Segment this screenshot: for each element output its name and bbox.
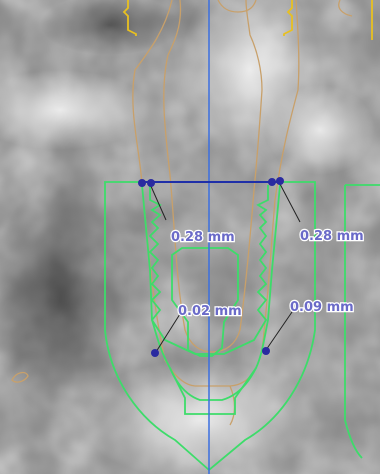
measurement-label[interactable]: 0.28 mm <box>299 228 365 246</box>
measure-point[interactable] <box>151 349 159 357</box>
scan-highlight <box>0 70 150 150</box>
measurement-label[interactable]: 0.02 mm <box>177 303 243 321</box>
measurement-leaders <box>149 183 301 353</box>
scan-shadow <box>40 0 180 55</box>
measure-point[interactable] <box>138 179 146 187</box>
measurement-label[interactable]: 0.28 mm <box>170 229 236 247</box>
scan-highlight <box>265 85 375 175</box>
measure-point[interactable] <box>147 179 155 187</box>
measure-point[interactable] <box>276 177 284 185</box>
crown-marker <box>122 0 373 40</box>
bone-contour <box>11 0 353 426</box>
measurement-points[interactable] <box>138 177 284 357</box>
scan-highlight <box>80 360 320 474</box>
measure-point[interactable] <box>262 347 270 355</box>
measurement-labels: 0.28 mm 0.28 mm 0.02 mm 0.09 mm <box>170 228 365 321</box>
scan-shadow <box>0 180 130 420</box>
measurement-label[interactable]: 0.09 mm <box>289 299 355 317</box>
measure-point[interactable] <box>268 178 276 186</box>
implant-outline <box>104 181 380 472</box>
